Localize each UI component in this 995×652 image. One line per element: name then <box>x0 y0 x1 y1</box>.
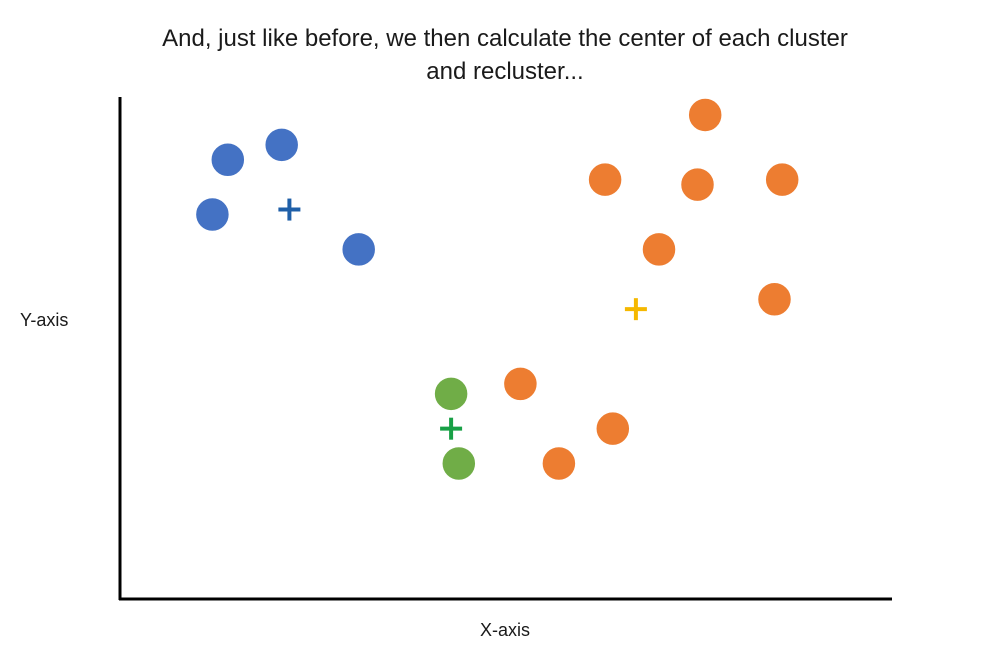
data-point-series2-8 <box>595 410 631 447</box>
data-point-series2-4 <box>764 161 800 198</box>
data-point-series2-1 <box>687 97 723 133</box>
centroid-plus-marker-2 <box>624 298 647 321</box>
data-point-series2-6 <box>756 281 793 317</box>
data-point-series2-7 <box>502 366 539 402</box>
data-point-series1-3 <box>194 196 231 233</box>
y-axis-label: Y-axis <box>20 310 69 330</box>
data-point-series1-4 <box>340 231 377 268</box>
data-point-series2-2 <box>587 161 623 198</box>
centroid-plus-marker-1 <box>278 198 301 221</box>
points-layer <box>194 97 800 482</box>
x-axis-label: X-axis <box>480 620 531 640</box>
centroids-layer <box>278 198 647 440</box>
data-point-series3-2 <box>441 445 477 482</box>
data-point-series1-1 <box>210 142 246 178</box>
data-point-series2-5 <box>641 231 677 268</box>
chart-title: And, just like before, we then calculate… <box>162 25 848 85</box>
data-point-series3-1 <box>433 376 469 412</box>
data-point-series2-3 <box>679 166 716 203</box>
data-point-series1-2 <box>263 127 300 163</box>
data-point-series2-9 <box>541 445 577 482</box>
centroid-plus-marker-3 <box>440 417 463 440</box>
